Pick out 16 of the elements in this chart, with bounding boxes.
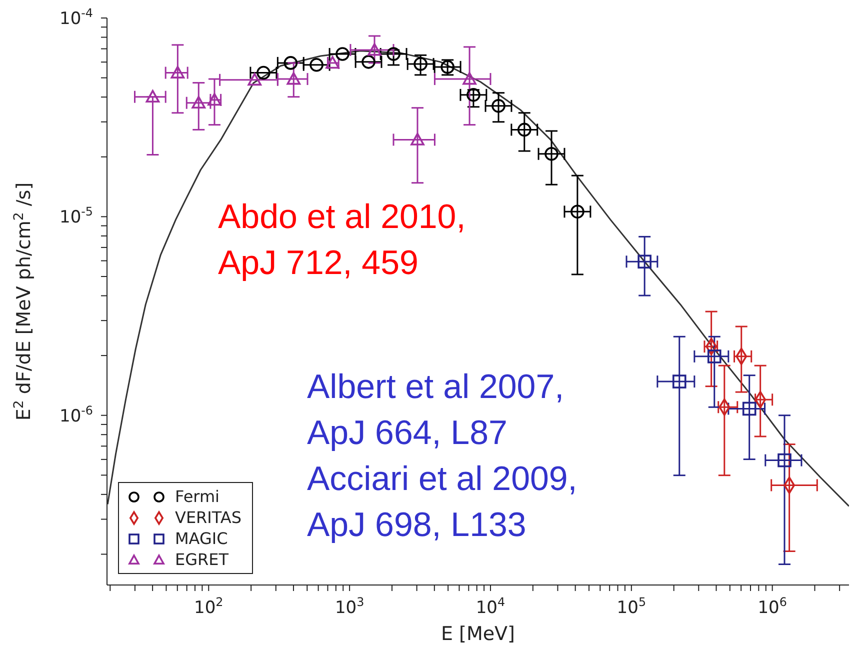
legend-label: MAGIC — [175, 528, 228, 549]
legend-label: VERITAS — [175, 507, 242, 528]
y-tick-label: 10$^{-6}$ — [60, 403, 93, 426]
legend-label: EGRET — [175, 549, 229, 570]
y-tick-label: 10$^{-5}$ — [60, 204, 93, 228]
x-tick-label: 10$^{5}$ — [616, 595, 646, 618]
annotation: Acciari et al 2009, ApJ 698, L133 — [307, 459, 578, 546]
annotation: Albert et al 2007, ApJ 664, L87 — [307, 367, 564, 454]
x-tick-label: 10$^{4}$ — [476, 595, 506, 618]
legend-label: Fermi — [175, 486, 220, 507]
x-tick-label: 10$^{6}$ — [758, 595, 787, 618]
x-axis-title: E [MeV] — [441, 623, 515, 645]
x-tick-label: 10$^{3}$ — [334, 595, 364, 618]
x-tick-label: 10$^{2}$ — [194, 595, 224, 618]
y-tick-label: 10$^{-4}$ — [60, 6, 93, 29]
annotation: Abdo et al 2010, ApJ 712, 459 — [218, 197, 466, 284]
